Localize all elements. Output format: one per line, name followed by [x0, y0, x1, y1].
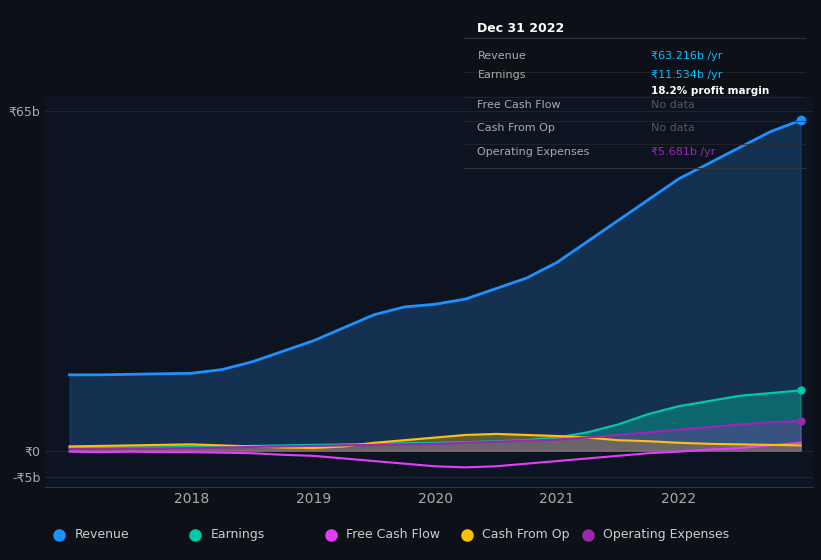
Text: Earnings: Earnings [478, 70, 526, 80]
Text: Cash From Op: Cash From Op [482, 528, 570, 542]
Text: Revenue: Revenue [75, 528, 129, 542]
Text: 18.2% profit margin: 18.2% profit margin [651, 86, 769, 96]
Text: Earnings: Earnings [210, 528, 264, 542]
Text: Cash From Op: Cash From Op [478, 123, 555, 133]
Text: Dec 31 2022: Dec 31 2022 [478, 22, 565, 35]
Text: Revenue: Revenue [478, 51, 526, 61]
Text: Operating Expenses: Operating Expenses [603, 528, 729, 542]
Text: Operating Expenses: Operating Expenses [478, 147, 589, 157]
Text: ₹5.681b /yr: ₹5.681b /yr [651, 147, 716, 157]
Text: ₹11.534b /yr: ₹11.534b /yr [651, 70, 722, 80]
Text: ₹63.216b /yr: ₹63.216b /yr [651, 51, 722, 61]
Text: No data: No data [651, 123, 695, 133]
Text: No data: No data [651, 100, 695, 110]
Text: Free Cash Flow: Free Cash Flow [478, 100, 561, 110]
Text: Free Cash Flow: Free Cash Flow [346, 528, 440, 542]
